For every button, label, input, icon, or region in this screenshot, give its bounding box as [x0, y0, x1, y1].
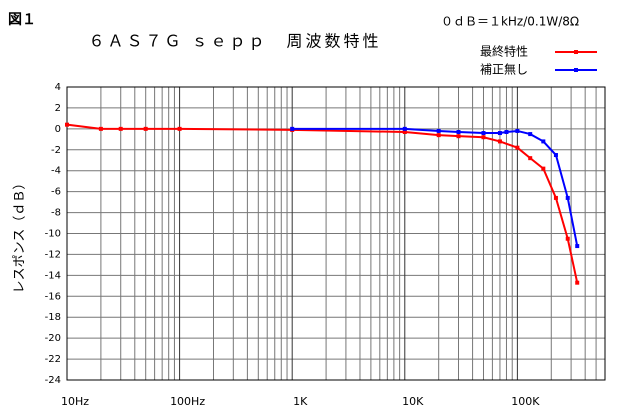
data-point: [143, 126, 148, 131]
y-tick-label: -14: [45, 270, 61, 281]
data-point: [528, 132, 533, 137]
annotation: ０ｄＢ＝１kHz/0.1W/8Ω: [441, 15, 579, 29]
data-point: [177, 126, 182, 131]
y-tick-label: -16: [45, 291, 61, 302]
data-point: [456, 129, 461, 134]
figure-label: 図１: [8, 12, 36, 28]
data-point: [541, 166, 546, 171]
x-tick-label: 1K: [293, 395, 308, 408]
data-point: [497, 139, 502, 144]
y-tick-label: -8: [51, 208, 61, 219]
x-tick-label: 100K: [511, 395, 540, 408]
data-point: [497, 131, 502, 136]
legend-label: 補正無し: [480, 62, 528, 77]
y-tick-label: -4: [51, 166, 61, 177]
y-tick-label: 2: [55, 103, 61, 114]
legend-marker: [574, 50, 578, 54]
y-tick-label: -24: [45, 375, 61, 386]
data-point: [481, 135, 486, 140]
data-point: [481, 131, 486, 136]
plot-frame: [66, 86, 606, 381]
y-tick-label: -22: [45, 354, 61, 365]
data-point: [565, 236, 570, 241]
y-tick-label: -20: [45, 333, 61, 344]
y-tick-label: -18: [45, 312, 61, 323]
y-tick-label: -2: [51, 145, 61, 156]
data-point: [436, 128, 441, 133]
y-tick-label: -12: [45, 249, 61, 260]
legend-marker: [574, 68, 578, 72]
data-point: [98, 126, 103, 131]
data-point: [575, 280, 580, 285]
chart-title: ６ＡＳ７Ｇ ｓｅｐｐ 周波数特性: [88, 32, 381, 51]
data-point: [65, 122, 69, 127]
y-tick-label: -10: [45, 229, 61, 240]
data-point: [565, 195, 570, 200]
y-tick-label: 4: [55, 82, 61, 93]
data-point: [515, 128, 520, 133]
y-tick-label: 0: [55, 124, 61, 135]
x-tick-label: 10K: [402, 395, 424, 408]
data-point: [528, 156, 533, 161]
data-point: [504, 129, 509, 134]
data-point: [290, 126, 295, 131]
data-point: [402, 129, 407, 134]
data-point: [553, 195, 558, 200]
x-tick-label: 10Hz: [61, 395, 89, 408]
data-point: [575, 244, 580, 249]
legend-label: 最終特性: [480, 44, 528, 59]
data-point: [541, 139, 546, 144]
data-point: [402, 126, 407, 131]
x-tick-label: 100Hz: [170, 395, 205, 408]
data-point: [118, 126, 123, 131]
data-point: [553, 153, 558, 158]
data-point: [436, 133, 441, 138]
y-tick-label: -6: [51, 187, 61, 198]
data-point: [456, 134, 461, 139]
y-axis-label: レスポンス（ｄＢ）: [13, 177, 28, 294]
data-point: [515, 145, 520, 150]
